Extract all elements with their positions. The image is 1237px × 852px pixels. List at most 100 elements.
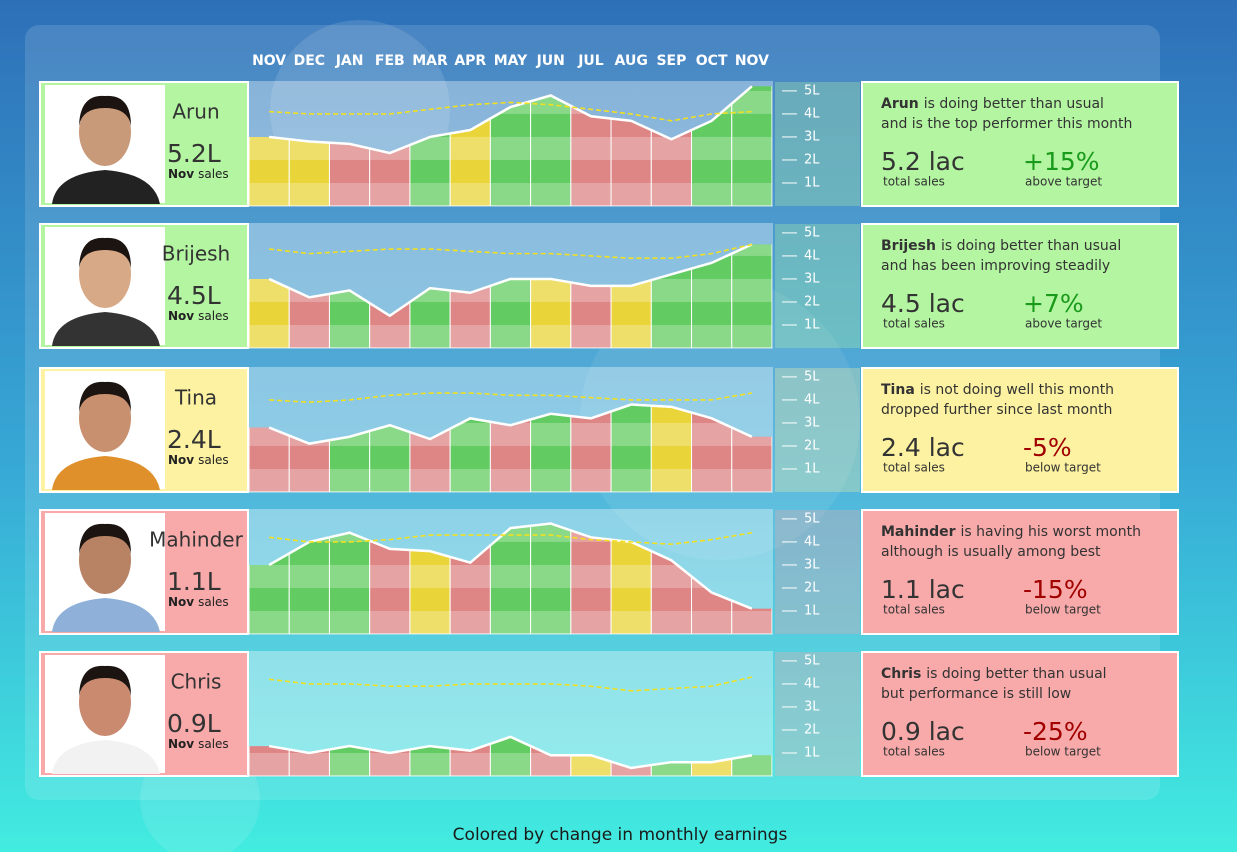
usual-line [269,531,753,546]
month-label: JAN [335,53,364,69]
summary-line: Tina is not doing well this month [881,382,1114,398]
axis-tick-label: 4L [804,676,820,691]
photo-face [79,526,131,594]
month-label: AUG [615,53,648,69]
summary-text: is doing better than usual [926,666,1106,682]
photo-face [79,98,131,166]
sales-line [268,403,753,445]
total-caption: total sales [883,317,945,331]
summary-text: is not doing well this month [920,382,1114,398]
axis-tick-label: 2L [804,294,820,309]
sales-line [268,85,753,155]
column [530,523,572,634]
sales-caption: Nov sales [168,167,229,181]
columns [249,404,772,492]
sales-value: 2.4L [167,425,221,454]
summary-text: is doing better than usual [941,238,1121,254]
summary-text: is doing better than usual [924,96,1104,112]
sales-value: 5.2L [167,139,221,168]
person-name: Chris [171,670,222,694]
sales-value: 4.5L [167,281,221,310]
change-value: +7% [1023,289,1084,318]
summary-line: dropped further since last month [881,402,1112,418]
sales-line [268,522,753,610]
change-value: +15% [1023,147,1100,176]
sales-caption: Nov sales [168,309,229,323]
band-stripe [249,610,772,634]
sales-line [268,243,753,318]
change-value: -25% [1023,717,1088,746]
axis-tick-label: 1L [804,603,820,618]
column [731,244,772,348]
axis-tick-label: 4L [804,534,820,549]
axis-tick-label: 4L [804,392,820,407]
column [570,523,612,634]
axis-tick-label: 3L [804,271,820,286]
axis-tick-label: 2L [804,438,820,453]
photo-body [52,312,160,346]
sales-caption: Nov sales [168,595,229,609]
photo-body [52,598,160,632]
summary-line: although is usually among best [881,544,1101,560]
photo-body [52,456,160,490]
photo-hair [79,381,131,412]
axis-tick-label: 5L [804,225,820,240]
summary-text: is having his worst month [961,524,1141,540]
month-label: NOV [252,53,286,69]
total-value: 2.4 lac [881,433,965,462]
total-value: 4.5 lac [881,289,965,318]
photo-hair [79,665,131,696]
usual-line [269,243,753,260]
total-caption: total sales [883,461,945,475]
axis-band [775,652,860,776]
summary-line: Arun is doing better than usual [881,96,1104,112]
caption-text: sales [198,453,229,467]
summary-card [861,223,1179,349]
axis-tick-label: 4L [804,248,820,263]
summary-card [861,81,1179,207]
photo-face [79,240,131,308]
summary-name: Mahinder [881,524,956,540]
axis-tick-label: 5L [804,83,820,98]
summary-line: Mahinder is having his worst month [881,524,1141,540]
change-caption: below target [1025,603,1101,617]
summary-name: Tina [881,382,915,398]
month-label: MAY [494,53,528,69]
month-label: JUN [536,53,565,69]
change-value: -5% [1023,433,1072,462]
axis-tick-label: 2L [804,580,820,595]
column [530,404,572,492]
axis-tick-label: 3L [804,699,820,714]
usual-line [269,676,753,692]
sales-value: 0.9L [167,709,221,738]
month-label: MAR [412,53,448,69]
month-label: JUL [577,53,604,69]
month-label: SEP [656,53,686,69]
photo-face [79,668,131,736]
column [731,86,772,206]
column [610,404,652,492]
month-label: APR [454,53,486,69]
total-value: 1.1 lac [881,575,965,604]
photo-body [52,170,160,204]
caption-month: Nov [168,453,194,467]
axis-tick-label: 5L [804,369,820,384]
band-stripe [249,468,772,492]
photo-hair [79,237,131,268]
total-value: 5.2 lac [881,147,965,176]
change-value: -15% [1023,575,1088,604]
photo-body [52,740,160,774]
summary-line: and has been improving steadily [881,258,1110,274]
change-caption: above target [1025,175,1102,189]
summary-card [861,509,1179,635]
change-caption: below target [1025,745,1101,759]
axis-tick-label: 2L [804,722,820,737]
person-name: Mahinder [149,528,243,552]
sales-caption: Nov sales [168,453,229,467]
total-caption: total sales [883,603,945,617]
photo-hair [79,95,131,126]
